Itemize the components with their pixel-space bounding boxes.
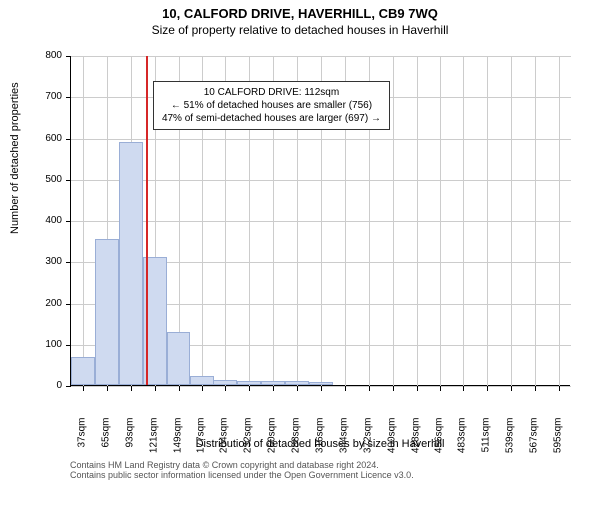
xtick-mark (511, 386, 512, 391)
gridline-v (393, 56, 394, 386)
gridline-v (440, 56, 441, 386)
xtick-mark (369, 386, 370, 391)
annotation-line: 47% of semi-detached houses are larger (… (162, 112, 381, 125)
xtick-mark (417, 386, 418, 391)
xtick-label: 400sqm (386, 418, 397, 458)
footer-line-1: Contains HM Land Registry data © Crown c… (70, 460, 414, 470)
annotation-line: ← 51% of detached houses are smaller (75… (162, 99, 381, 112)
ytick-mark (66, 304, 71, 305)
xtick-mark (559, 386, 560, 391)
xtick-label: 595sqm (553, 418, 564, 458)
ytick-mark (66, 221, 71, 222)
xtick-label: 344sqm (338, 418, 349, 458)
chart-title-1: 10, CALFORD DRIVE, HAVERHILL, CB9 7WQ (0, 6, 600, 21)
ytick-mark (66, 180, 71, 181)
xtick-label: 93sqm (124, 418, 135, 458)
xtick-label: 483sqm (457, 418, 468, 458)
gridline-v (535, 56, 536, 386)
histogram-bar (190, 376, 214, 385)
gridline-v (463, 56, 464, 386)
histogram-bar (95, 239, 119, 385)
xtick-label: 456sqm (434, 418, 445, 458)
xtick-label: 316sqm (315, 418, 326, 458)
plot-area: 10 CALFORD DRIVE: 112sqm← 51% of detache… (70, 56, 570, 386)
footer-line-2: Contains public sector information licen… (70, 470, 414, 480)
ytick-mark (66, 345, 71, 346)
y-axis-label: Number of detached properties (9, 204, 21, 234)
ytick-mark (66, 262, 71, 263)
xtick-mark (535, 386, 536, 391)
xtick-label: 288sqm (291, 418, 302, 458)
ytick-label: 200 (45, 298, 62, 309)
histogram-bar (213, 380, 237, 385)
xtick-label: 428sqm (410, 418, 421, 458)
xtick-mark (225, 386, 226, 391)
chart-title-2: Size of property relative to detached ho… (0, 23, 600, 37)
xtick-label: 37sqm (76, 418, 87, 458)
xtick-label: 260sqm (267, 418, 278, 458)
annotation-box: 10 CALFORD DRIVE: 112sqm← 51% of detache… (153, 81, 390, 130)
gridline-v (559, 56, 560, 386)
ytick-mark (66, 56, 71, 57)
xtick-mark (463, 386, 464, 391)
histogram-bar (119, 142, 143, 385)
histogram-bar (167, 332, 191, 385)
xtick-mark (202, 386, 203, 391)
xtick-label: 149sqm (172, 418, 183, 458)
xtick-label: 177sqm (196, 418, 207, 458)
xtick-mark (487, 386, 488, 391)
xtick-mark (440, 386, 441, 391)
xtick-label: 204sqm (219, 418, 230, 458)
histogram-bar (285, 381, 309, 385)
histogram-bar (237, 381, 261, 385)
ytick-mark (66, 139, 71, 140)
ytick-label: 800 (45, 50, 62, 61)
ytick-label: 400 (45, 215, 62, 226)
histogram-bar (71, 357, 95, 385)
xtick-mark (249, 386, 250, 391)
ytick-label: 600 (45, 133, 62, 144)
footer-text: Contains HM Land Registry data © Crown c… (70, 460, 414, 480)
xtick-mark (345, 386, 346, 391)
gridline-v (83, 56, 84, 386)
xtick-mark (107, 386, 108, 391)
xtick-label: 232sqm (243, 418, 254, 458)
ytick-mark (66, 386, 71, 387)
ytick-label: 700 (45, 91, 62, 102)
xtick-label: 539sqm (505, 418, 516, 458)
ytick-label: 100 (45, 339, 62, 350)
histogram-bar (261, 381, 285, 385)
xtick-mark (297, 386, 298, 391)
xtick-label: 65sqm (100, 418, 111, 458)
xtick-label: 511sqm (481, 418, 492, 458)
ytick-label: 300 (45, 256, 62, 267)
xtick-label: 567sqm (529, 418, 540, 458)
gridline-v (417, 56, 418, 386)
xtick-label: 372sqm (362, 418, 373, 458)
xtick-mark (131, 386, 132, 391)
xtick-mark (321, 386, 322, 391)
xtick-mark (273, 386, 274, 391)
ytick-label: 500 (45, 174, 62, 185)
histogram-bar (309, 382, 333, 385)
gridline-v (511, 56, 512, 386)
xtick-label: 121sqm (148, 418, 159, 458)
reference-line (146, 56, 148, 385)
ytick-label: 0 (56, 380, 62, 391)
xtick-mark (393, 386, 394, 391)
ytick-mark (66, 97, 71, 98)
xtick-mark (83, 386, 84, 391)
annotation-line: 10 CALFORD DRIVE: 112sqm (162, 86, 381, 99)
xtick-mark (155, 386, 156, 391)
xtick-mark (179, 386, 180, 391)
gridline-v (487, 56, 488, 386)
